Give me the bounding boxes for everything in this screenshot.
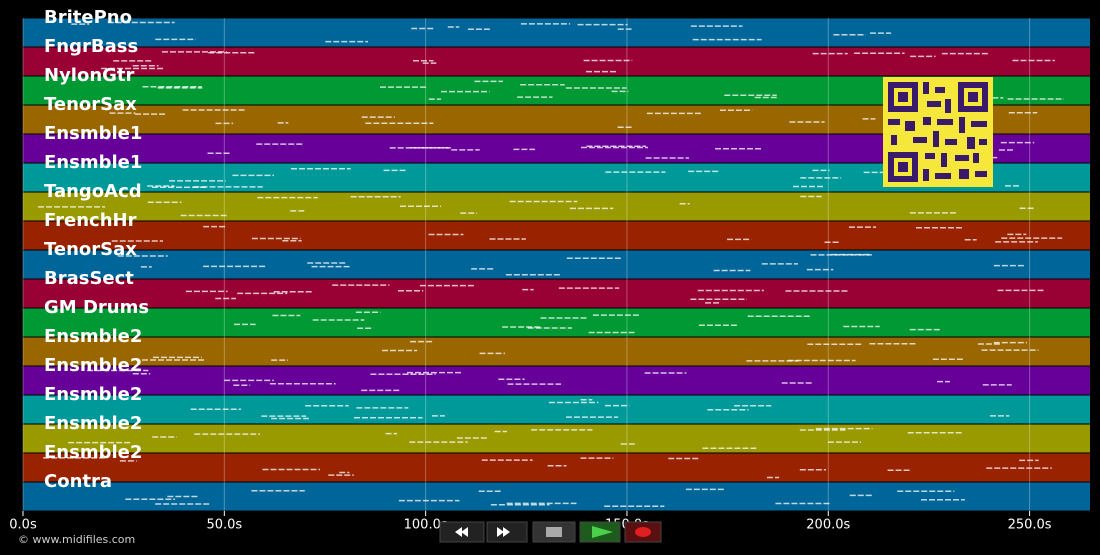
track-row — [23, 366, 1090, 395]
tick-label: 0.0s — [9, 518, 37, 533]
track-row — [23, 337, 1090, 366]
track-label: NylonGtr — [44, 65, 135, 86]
track-labels: BritePno FngrBass NylonGtr TenorSax Ensmble1… — [44, 7, 149, 492]
track-label: Contra — [44, 471, 112, 492]
transport-controls — [439, 521, 662, 543]
track-label: TenorSax — [44, 239, 137, 260]
play-button[interactable] — [579, 521, 621, 543]
track-row — [23, 424, 1090, 453]
track-label: GM Drums — [44, 297, 149, 318]
track-row — [23, 308, 1090, 337]
track-label: TenorSax — [44, 94, 137, 115]
track-label: Ensmble2 — [44, 442, 142, 463]
track-label: BrasSect — [44, 268, 134, 289]
track-label: Ensmble2 — [44, 326, 142, 347]
track-row — [23, 482, 1090, 511]
track-row — [23, 221, 1090, 250]
track-label: BritePno — [44, 7, 132, 28]
track-label: TangoAcd — [44, 181, 142, 202]
track-row — [23, 18, 1090, 47]
track-row — [23, 279, 1090, 308]
track-row — [23, 395, 1090, 424]
track-label: Ensmble2 — [44, 384, 142, 405]
rewind-button[interactable] — [439, 521, 485, 543]
tick-label: 50.0s — [206, 518, 242, 533]
footer-credit: © www.midifiles.com — [18, 533, 135, 546]
track-row — [23, 250, 1090, 279]
track-label: FrenchHr — [44, 210, 137, 231]
track-label: Ensmble2 — [44, 355, 142, 376]
tick-label: 200.0s — [806, 518, 850, 533]
tick-label: 100.0s — [404, 518, 448, 533]
fast-forward-button[interactable] — [486, 521, 528, 543]
track-label: Ensmble1 — [44, 152, 142, 173]
record-button[interactable] — [624, 521, 662, 543]
track-label: FngrBass — [44, 36, 138, 57]
grid — [22, 18, 1031, 511]
notes-layer — [38, 21, 1064, 507]
stop-button[interactable] — [532, 521, 576, 543]
tick-label: 250.0s — [1008, 518, 1052, 533]
track-label: Ensmble2 — [44, 413, 142, 434]
track-label: Ensmble1 — [44, 123, 142, 144]
track-row — [23, 47, 1090, 76]
track-row — [23, 453, 1090, 482]
qr-code — [883, 77, 993, 187]
qr-pattern — [888, 82, 988, 182]
